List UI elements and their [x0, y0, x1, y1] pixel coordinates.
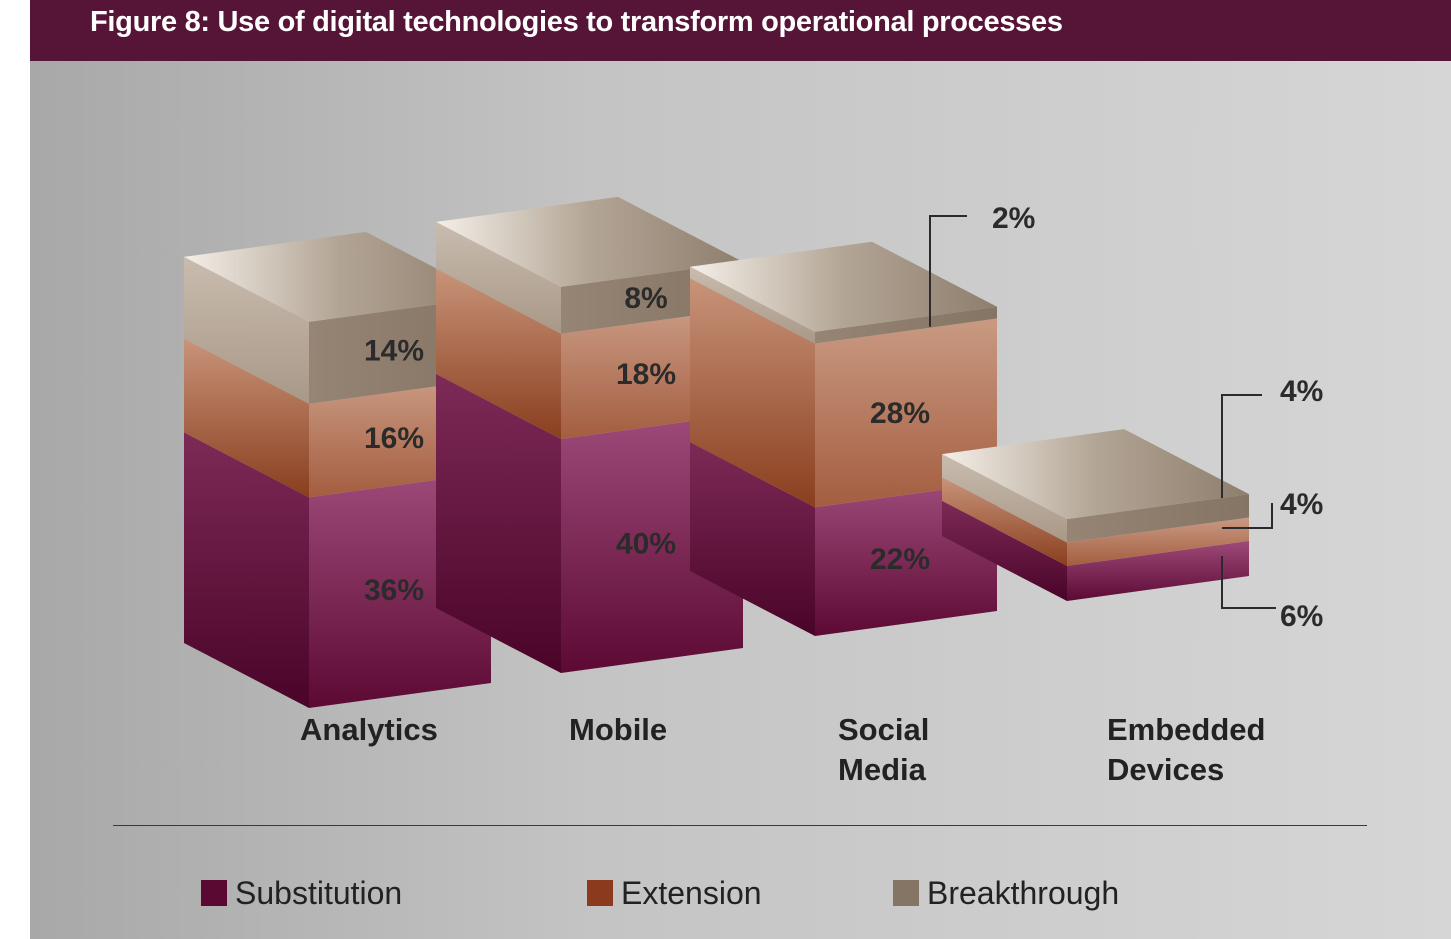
- data-label-embedded-devices-breakthrough: 4%: [1280, 375, 1323, 408]
- legend-item-substitution: Substitution: [201, 874, 403, 911]
- bar-segment-social-media-breakthrough: [815, 306, 997, 344]
- bar-side-analytics-extension: [184, 338, 309, 498]
- legend-item-breakthrough: Breakthrough: [893, 874, 1120, 911]
- legend-swatch-breakthrough: [893, 880, 919, 906]
- labels-layer: 36% 16% 14% 40% 18% 8% 22% 28% 2% 6% 4% 4% Analytics…: [300, 202, 1323, 787]
- bar-side-embedded-devices-breakthrough: [942, 454, 1067, 543]
- data-label-mobile-breakthrough: 8%: [624, 282, 667, 315]
- divider-line: [113, 825, 1367, 826]
- data-label-social-media-substitution: 22%: [870, 543, 930, 576]
- bar-side-social-media-extension: [690, 278, 815, 508]
- bar-side-mobile-substitution: [436, 374, 561, 673]
- bar-embedded-devices: [942, 429, 1249, 601]
- chart-title: Figure 8: Use of digital technologies to…: [90, 6, 1063, 38]
- data-label-social-media-extension: 28%: [870, 397, 930, 430]
- category-label-embedded-devices-line-1: Embedded: [1107, 712, 1265, 747]
- data-label-social-media-breakthrough: 2%: [992, 202, 1035, 235]
- bar-top-embedded-devices: [942, 429, 1249, 520]
- category-label-embedded-devices-line-2: Devices: [1107, 752, 1224, 787]
- bar-side-social-media-substitution: [690, 442, 815, 636]
- category-label-mobile: Mobile: [569, 712, 667, 747]
- data-label-analytics-breakthrough: 14%: [364, 334, 424, 367]
- category-label-social-media-line-1: Social: [838, 712, 929, 747]
- title-bar: Figure 8: Use of digital technologies to…: [30, 0, 1451, 61]
- bar-side-mobile-extension: [436, 268, 561, 439]
- legend-label-substitution: Substitution: [235, 874, 403, 911]
- leader-embedded-devices-breakthrough: [1221, 394, 1262, 498]
- bar-top-analytics: [184, 231, 491, 322]
- data-label-embedded-devices-extension: 4%: [1280, 488, 1323, 521]
- bar-top-social-media: [690, 241, 997, 332]
- legend-swatch-extension: [587, 880, 613, 906]
- data-label-embedded-devices-substitution: 6%: [1280, 600, 1323, 633]
- legend-label-breakthrough: Breakthrough: [927, 874, 1120, 911]
- leader-social-media-breakthrough: [929, 215, 967, 327]
- data-label-analytics-extension: 16%: [364, 422, 424, 455]
- leader-embedded-devices-extension: [1222, 503, 1273, 529]
- bar-social-media: [690, 241, 997, 636]
- bar-top-mobile: [436, 196, 743, 287]
- legend-label-extension: Extension: [621, 874, 762, 911]
- bar-segment-embedded-devices-extension: [1067, 517, 1249, 566]
- leader-embedded-devices-substitution: [1221, 556, 1276, 609]
- bar-side-embedded-devices-extension: [942, 477, 1067, 566]
- legend-swatch-substitution: [201, 880, 227, 906]
- data-label-mobile-substitution: 40%: [616, 528, 676, 561]
- legend-item-extension: Extension: [587, 874, 762, 911]
- bar-side-analytics-breakthrough: [184, 256, 309, 404]
- bar-side-social-media-breakthrough: [690, 266, 815, 344]
- category-label-analytics: Analytics: [300, 712, 438, 747]
- data-label-analytics-substitution: 36%: [364, 574, 424, 607]
- bar-side-analytics-substitution: [184, 432, 309, 708]
- category-label-social-media-line-2: Media: [838, 752, 927, 787]
- bars-layer: [184, 196, 1249, 708]
- bar-segment-embedded-devices-breakthrough: [1067, 494, 1249, 543]
- bar-segment-embedded-devices-substitution: [1067, 540, 1249, 601]
- bar-side-mobile-breakthrough: [436, 221, 561, 334]
- data-label-mobile-extension: 18%: [616, 358, 676, 391]
- bar-side-embedded-devices-substitution: [942, 500, 1067, 601]
